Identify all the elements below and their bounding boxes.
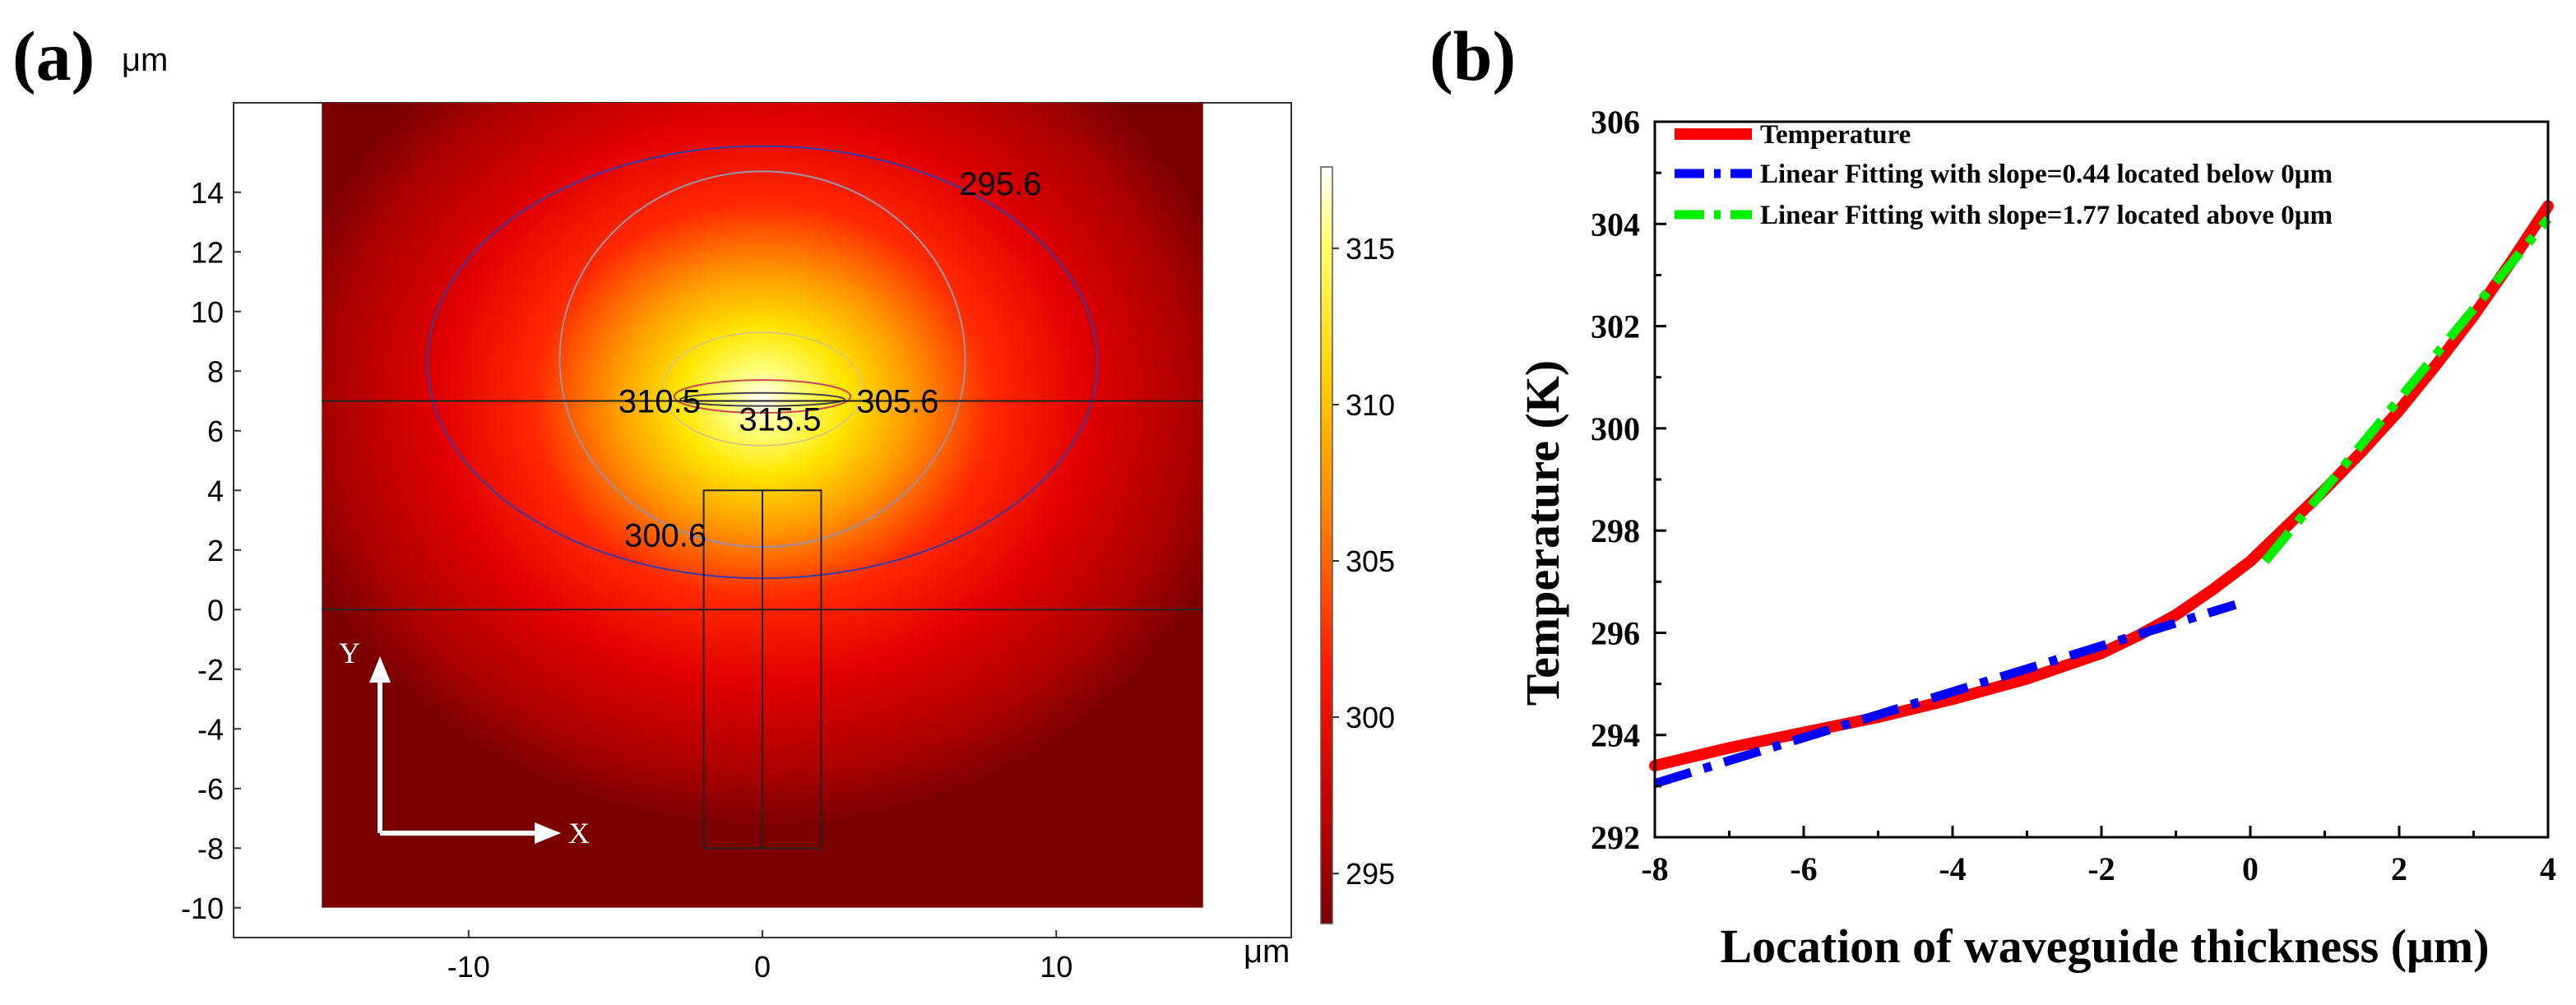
colorbar-tick-label: 300 — [1346, 701, 1395, 734]
x-axis-title: Location of waveguide thickness (μm) — [1720, 919, 2489, 973]
y-tick-label: 2 — [207, 534, 224, 567]
y-tick-label: 12 — [191, 235, 224, 269]
waveguide-outline — [702, 489, 822, 850]
y-tick-label-b: 296 — [1591, 614, 1640, 651]
y-tick-label: 0 — [207, 593, 224, 627]
x-tick-label-b: 2 — [2391, 850, 2407, 887]
x-tick-label: 10 — [1040, 950, 1073, 984]
y-tick-label-b: 300 — [1591, 410, 1640, 447]
series-line-3 — [2261, 215, 2552, 564]
contour-label: 305.6 — [856, 384, 938, 420]
y-tick-label: 8 — [207, 354, 224, 388]
colorbar-tick-label: 310 — [1346, 388, 1395, 422]
legend: Temperature Linear Fitting with slope=0.4… — [1675, 120, 2333, 230]
contour-315-5-inner — [679, 391, 846, 407]
colorbar-tick-label: 305 — [1346, 544, 1395, 578]
x-tick-label-b: 4 — [2540, 850, 2556, 887]
colorbar-ticks: 315 310 305 300 295 — [1332, 232, 1395, 891]
y-arrow-head — [369, 656, 391, 683]
coordinate-arrows: Y X — [339, 637, 590, 850]
y-tick-label: 14 — [191, 176, 224, 210]
contour-labels: 295.6 310.5 315.5 305.6 300.6 — [619, 166, 1041, 554]
contour-315-5-outer — [673, 379, 852, 414]
x-tick-label: 0 — [754, 950, 771, 984]
x-axis-unit: μm — [1244, 933, 1290, 970]
y-tick-label: -6 — [197, 772, 224, 806]
legend-label: Linear Fitting with slope=1.77 located a… — [1760, 201, 2333, 230]
y-tick-label: -2 — [197, 653, 224, 687]
y-tick-label: -4 — [197, 712, 224, 746]
y-tick-label: 4 — [207, 474, 224, 507]
y-tick-label: -8 — [197, 831, 224, 865]
x-arrow-label: X — [568, 817, 590, 850]
y-axis-unit: μm — [122, 42, 168, 78]
y-tick-label-b: 306 — [1591, 104, 1640, 141]
x-tick-label: -10 — [447, 950, 490, 984]
x-tick-label-b: -2 — [2087, 850, 2115, 887]
y-tick-label: -10 — [181, 892, 224, 925]
y-tick-label-b: 304 — [1591, 206, 1640, 243]
x-tick-label-b: 0 — [2242, 850, 2259, 887]
contour-inner-outer — [661, 331, 864, 447]
y-arrow-label: Y — [339, 637, 360, 669]
x-arrow-head — [535, 822, 561, 844]
series-lines — [1649, 200, 2554, 788]
contour-label: 310.5 — [619, 384, 701, 420]
x-tick-label-b: -6 — [1790, 850, 1817, 887]
x-axis-ticks: -10 0 10 — [447, 930, 1073, 984]
y-tick-label-b: 298 — [1591, 512, 1640, 549]
panel-b-line-chart: (b) 292 294 296 298 300 302 304 306 -8 -6 -4 -2 0 2 4… — [1429, 16, 2556, 973]
y-tick-label-b: 302 — [1591, 308, 1640, 345]
x-axis-ticks-b: -8 -6 -4 -2 0 2 4 — [1641, 826, 2556, 887]
panel-b-label: (b) — [1429, 16, 1516, 95]
colorbar-gradient — [1320, 166, 1333, 924]
y-tick-label: 10 — [191, 295, 224, 329]
series-line-2 — [1653, 600, 2237, 788]
colorbar: 315 310 305 300 295 — [1320, 166, 1395, 924]
contour-295-6 — [426, 145, 1099, 580]
contour-label: 300.6 — [624, 518, 707, 554]
waveguide-rect — [762, 489, 822, 850]
y-axis-ticks: 14 12 10 8 6 4 2 0 -2 -4 -6 -8 -10 — [181, 176, 241, 925]
y-tick-label: 6 — [207, 415, 224, 448]
panel-a-label: (a) — [12, 16, 95, 95]
series-line-1 — [1649, 200, 2554, 771]
y-axis-ticks-b: 292 294 296 298 300 302 304 306 — [1591, 104, 1666, 856]
y-axis-title: Temperature (K) — [1516, 360, 1569, 706]
legend-label: Linear Fitting with slope=0.44 located b… — [1760, 160, 2333, 189]
y-tick-label-b: 292 — [1591, 819, 1640, 856]
panel-a-heatmap: (a) 295.6 310.5 315.5 305.6 300.6 14 12 10 8 6 4 2… — [12, 16, 1395, 984]
colorbar-tick-label: 295 — [1346, 857, 1395, 891]
y-tick-label-b: 294 — [1591, 717, 1640, 754]
contour-label: 315.5 — [739, 401, 821, 438]
contour-label: 295.6 — [959, 166, 1041, 202]
colorbar-tick-label: 315 — [1346, 232, 1395, 266]
legend-label: Temperature — [1760, 120, 1911, 150]
x-tick-label-b: -4 — [1939, 850, 1966, 887]
x-tick-label-b: -8 — [1641, 850, 1668, 887]
